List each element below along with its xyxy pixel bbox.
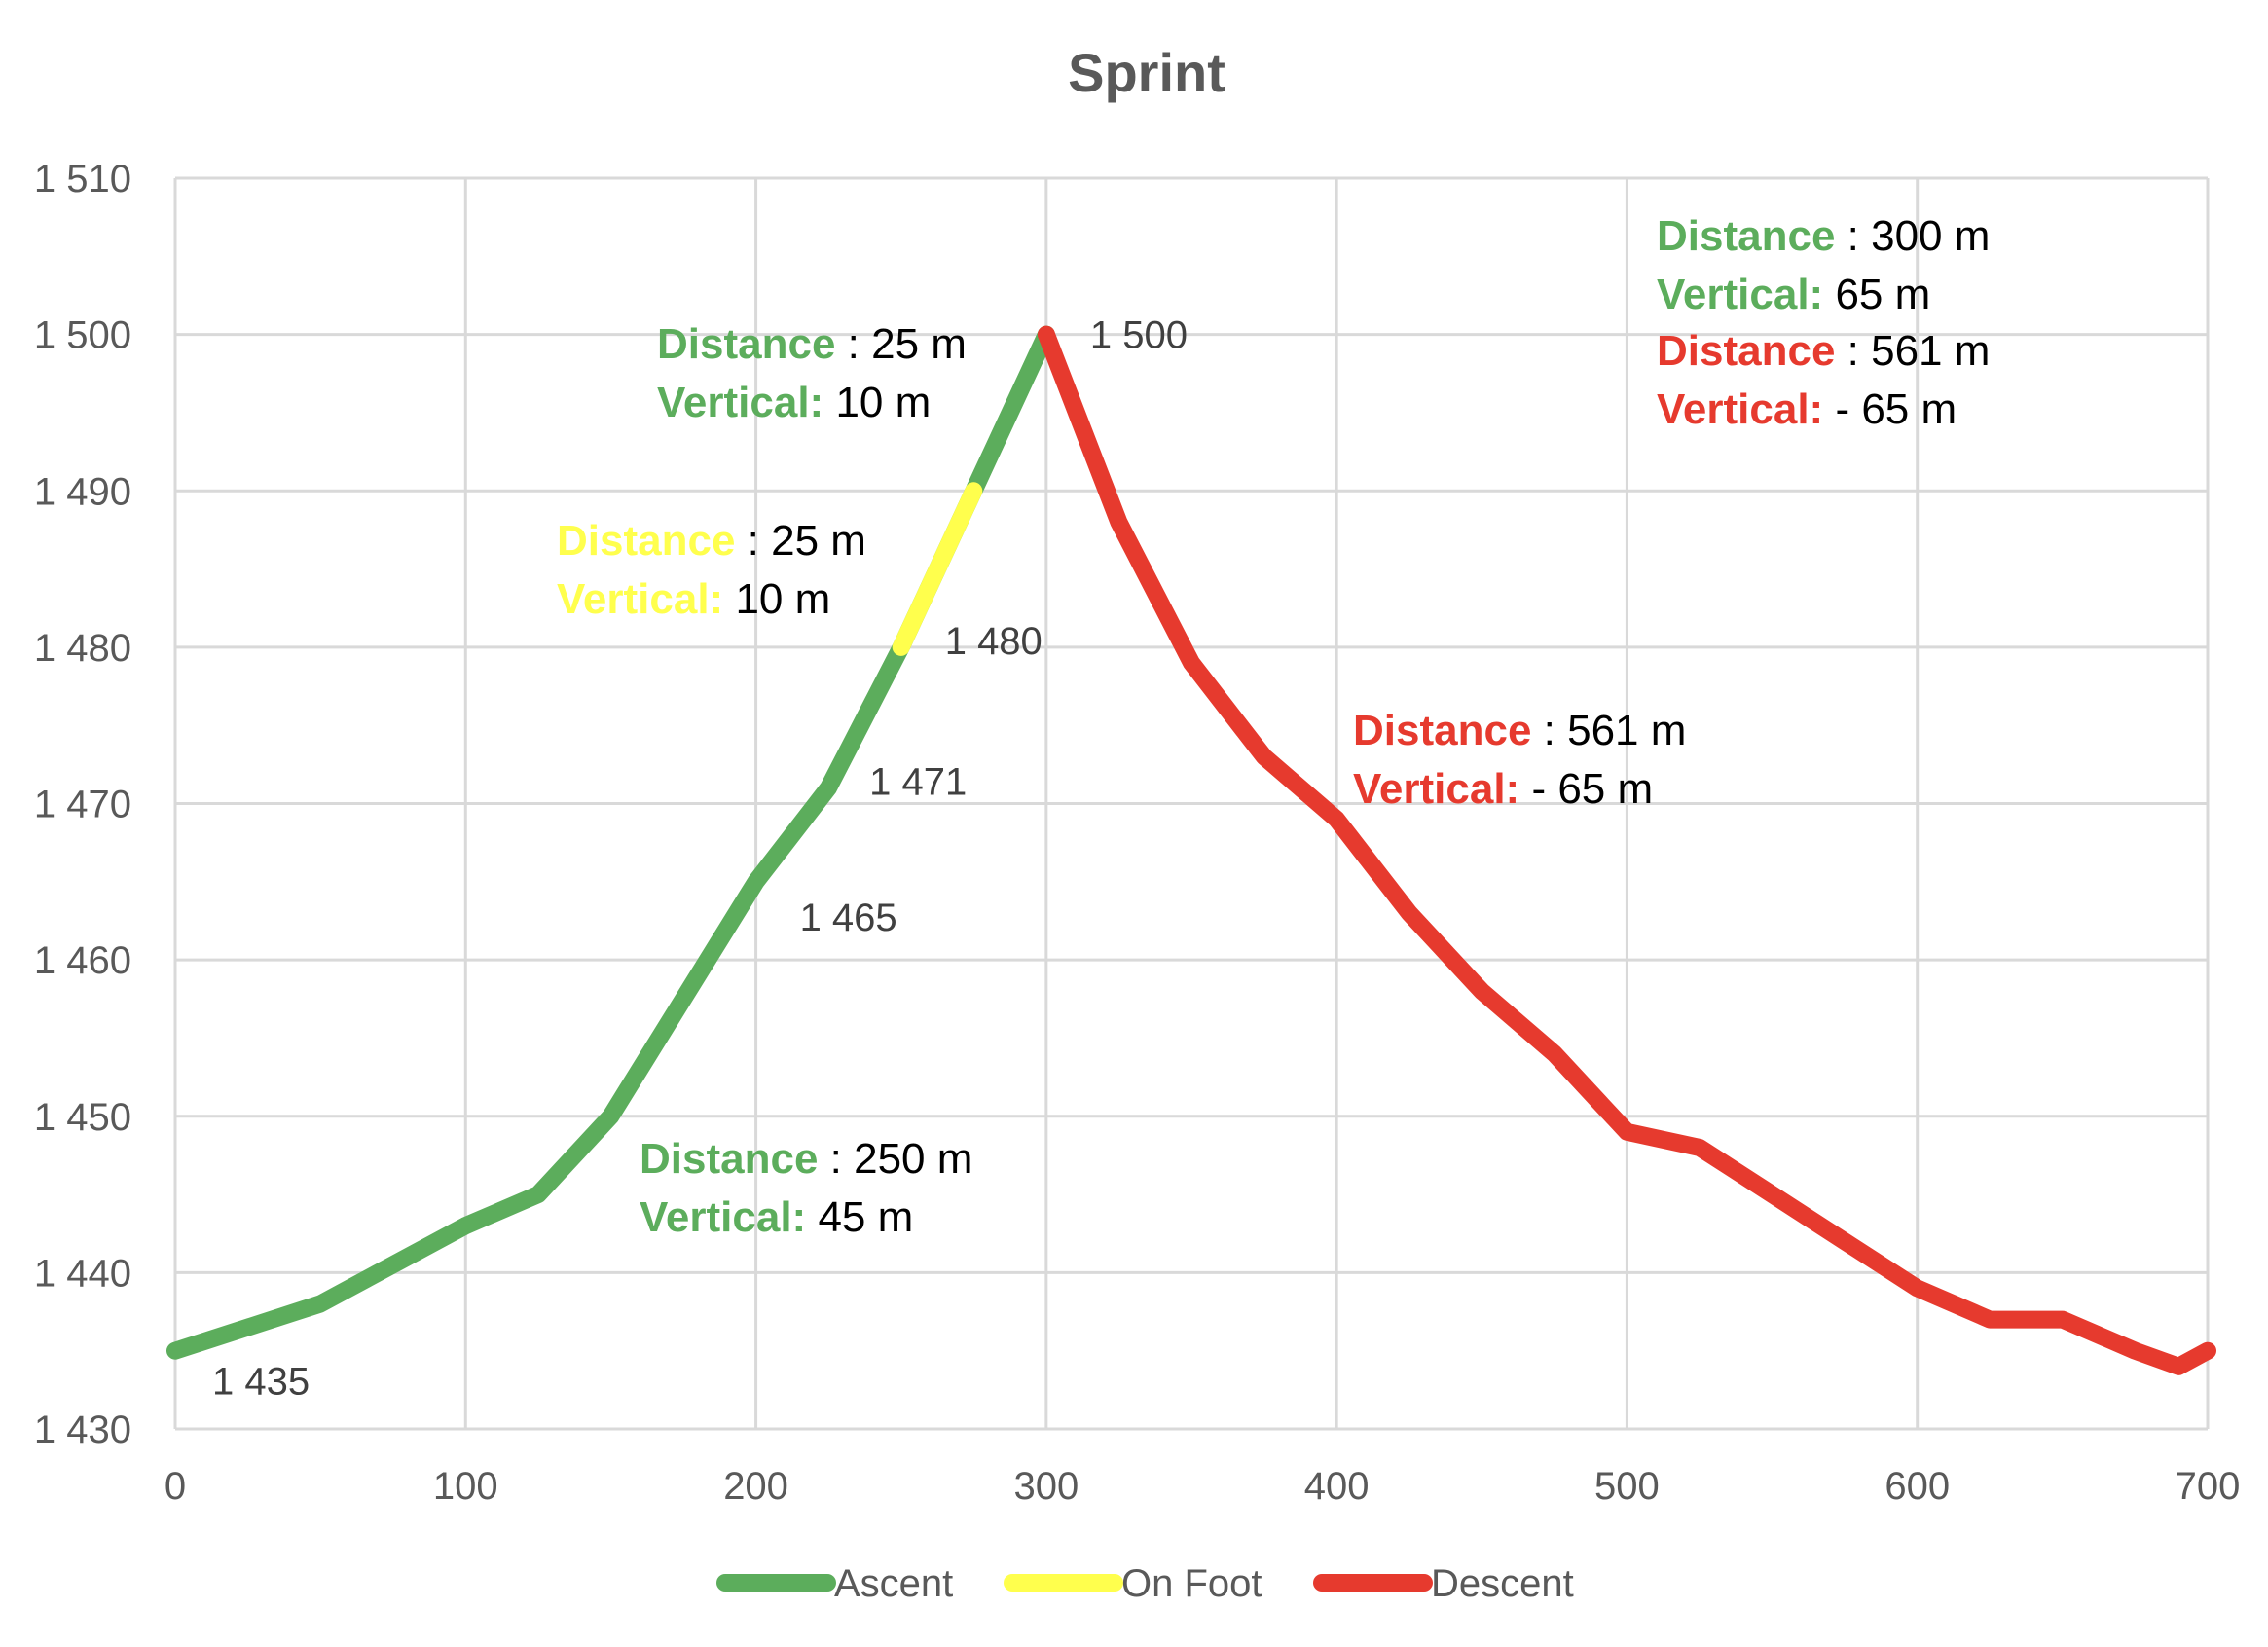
annotation-key: Distance — [557, 517, 735, 565]
x-tick-label: 300 — [1013, 1465, 1079, 1508]
annotation-value: : 25 m — [735, 517, 866, 565]
annotation-value: : 25 m — [835, 320, 967, 368]
annotation-key: Vertical: — [1657, 271, 1823, 318]
annotation-key: Vertical: — [640, 1193, 806, 1241]
x-tick-label: 500 — [1594, 1465, 1660, 1508]
annotation-key: Vertical: — [557, 575, 723, 623]
legend-label: Descent — [1431, 1562, 1574, 1605]
legend-label: On Foot — [1121, 1562, 1262, 1605]
annotation-line: Vertical: 65 m — [1657, 271, 1930, 318]
legend: Ascent On Foot Descent — [716, 1562, 1574, 1605]
y-tick-label: 1 490 — [34, 470, 131, 513]
x-tick-label: 200 — [723, 1465, 788, 1508]
annotation-key: Distance — [640, 1135, 818, 1183]
annotation-key: Distance — [1657, 212, 1835, 260]
legend-label: Ascent — [834, 1562, 953, 1605]
annotation-value: - 65 m — [1519, 765, 1653, 813]
data-label: 1 480 — [945, 620, 1043, 663]
data-label: 1 435 — [212, 1361, 310, 1404]
annotation-line: Vertical: - 65 m — [1353, 765, 1653, 813]
series-line-ascent — [166, 325, 1055, 1360]
annotation-value: 65 m — [1823, 271, 1930, 318]
annotation-line: Vertical: 10 m — [657, 379, 931, 426]
annotation-value: 10 m — [823, 379, 931, 426]
annotation-value: : 561 m — [1531, 707, 1686, 754]
annotation-key: Vertical: — [1657, 385, 1823, 433]
annotation-line: Distance : 561 m — [1657, 327, 1990, 375]
axes: 1 430 1 440 1 450 1 460 1 470 1 480 1 490 1 500… — [34, 158, 2240, 1508]
annotation-line: Vertical: - 65 m — [1657, 385, 1957, 433]
annotation-value: 10 m — [723, 575, 830, 623]
y-tick-label: 1 470 — [34, 784, 131, 826]
data-label: 1 465 — [800, 897, 897, 939]
annotation-value: : 250 m — [818, 1135, 972, 1183]
series-line-on-foot — [892, 482, 983, 656]
annotation-line: Vertical: 10 m — [557, 575, 830, 623]
series-line-descent — [1037, 325, 2216, 1375]
annotation-key: Vertical: — [1353, 765, 1519, 813]
annotation-line: Distance : 561 m — [1353, 707, 1686, 754]
x-tick-label: 700 — [2176, 1465, 2241, 1508]
y-tick-label: 1 480 — [34, 627, 131, 670]
y-tick-label: 1 500 — [34, 314, 131, 357]
annotation-value: : 561 m — [1835, 327, 1990, 375]
y-tick-label: 1 430 — [34, 1409, 131, 1451]
annotation-line: Distance : 250 m — [640, 1135, 972, 1183]
x-tick-label: 0 — [165, 1465, 186, 1508]
annotation-line: Distance : 25 m — [657, 320, 967, 368]
chart-title: Sprint — [1068, 42, 1225, 103]
annotation-line: Distance : 300 m — [1657, 212, 1990, 260]
annotation-key: Distance — [1657, 327, 1835, 375]
annotation-value: 45 m — [806, 1193, 913, 1241]
annotation-key: Distance — [657, 320, 835, 368]
x-tick-label: 100 — [433, 1465, 498, 1508]
data-label: 1 471 — [869, 760, 967, 803]
y-tick-label: 1 460 — [34, 939, 131, 982]
y-tick-label: 1 440 — [34, 1252, 131, 1295]
series — [166, 325, 2216, 1375]
data-label: 1 500 — [1090, 314, 1188, 357]
annotation-value: - 65 m — [1823, 385, 1957, 433]
y-tick-label: 1 450 — [34, 1096, 131, 1139]
annotation-value: : 300 m — [1835, 212, 1990, 260]
annotation-line: Vertical: 45 m — [640, 1193, 913, 1241]
annotation-key: Distance — [1353, 707, 1531, 754]
annotation-line: Distance : 25 m — [557, 517, 866, 565]
x-tick-label: 600 — [1884, 1465, 1950, 1508]
annotation-key: Vertical: — [657, 379, 823, 426]
x-tick-label: 400 — [1304, 1465, 1370, 1508]
y-tick-label: 1 510 — [34, 158, 131, 201]
data-labels: 1 435 1 465 1 471 1 480 1 500 — [212, 314, 1188, 1404]
